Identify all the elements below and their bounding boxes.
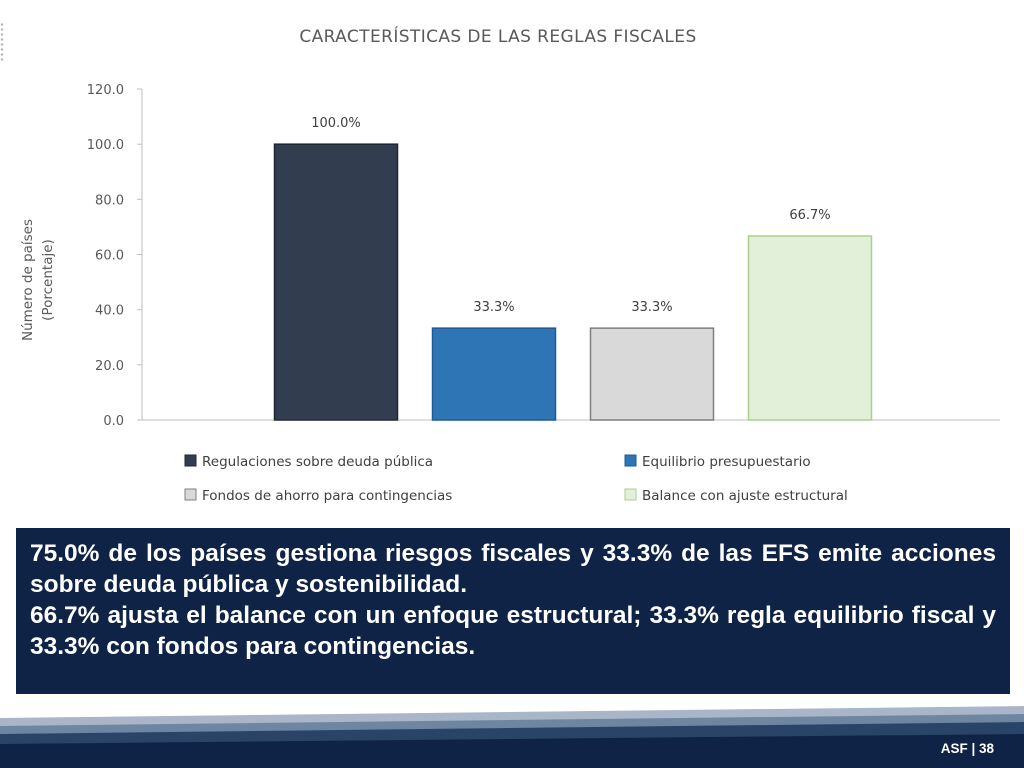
bar-chart: CARACTERÍSTICAS DE LAS REGLAS FISCALES N… [20,25,1000,504]
y-tick-label: 60.0 [95,249,124,264]
legend-label: Regulaciones sobre deuda pública [202,454,433,470]
legend-swatch [624,454,637,467]
callout-paragraph-1: 75.0% de los países gestiona riesgos fis… [30,540,996,598]
legend: Regulaciones sobre deuda pública Equilibr… [184,454,848,504]
legend-label: Balance con ajuste estructural [642,488,848,504]
bar [747,235,873,421]
y-tick-label: 40.0 [95,304,124,319]
decorative-dots [0,22,4,62]
y-axis-label: Número de países (Porcentaje) [20,219,56,341]
y-axis-ticks: 0.0 20.0 40.0 60.0 80.0 100.0 120.0 [87,83,142,429]
y-tick-label: 80.0 [95,193,124,208]
callout-paragraph-2: 66.7% ajusta el balance con un enfoque e… [30,602,996,660]
bar [589,327,715,421]
bars [273,143,873,421]
y-axis-label-line-1: Número de países [20,219,36,341]
legend-swatch [184,488,197,501]
legend-swatch [184,454,197,467]
bar-value-label: 33.3% [631,300,672,315]
legend-label: Fondos de ahorro para contingencias [202,488,452,504]
y-tick-label: 100.0 [87,138,124,153]
data-labels: 100.0% 33.3% 33.3% 66.7% [311,116,830,315]
summary-callout: 75.0% de los países gestiona riesgos fis… [16,528,1010,694]
bar-value-label: 66.7% [789,208,830,223]
bar-value-label: 33.3% [473,300,514,315]
legend-label: Equilibrio presupuestario [642,454,811,470]
footer-band [0,706,1024,768]
legend-swatch [624,488,637,501]
y-tick-label: 120.0 [87,83,124,98]
slide-number: ASF | 38 [940,741,994,756]
bar [273,143,399,421]
bar [431,327,557,421]
chart-title: CARACTERÍSTICAS DE LAS REGLAS FISCALES [299,25,696,47]
y-tick-label: 20.0 [95,359,124,374]
bar-value-label: 100.0% [311,116,361,131]
y-axis-label-line-2: (Porcentaje) [40,239,56,321]
y-tick-label: 0.0 [103,414,124,429]
